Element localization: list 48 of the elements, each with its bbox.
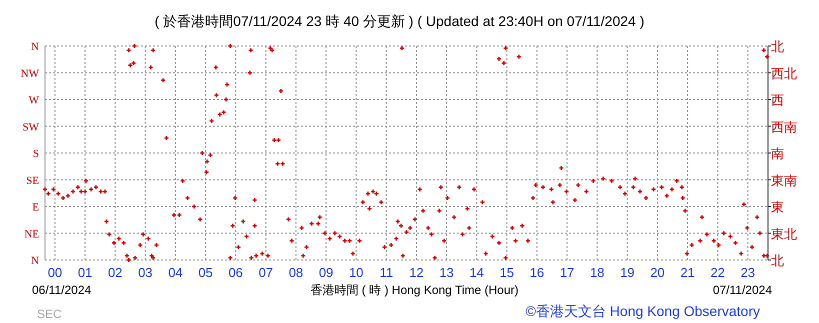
category-label: S [32,148,39,160]
x-tick-label: 07 [258,265,274,280]
x-tick-label: 17 [560,265,574,280]
category-label: NE [24,228,39,240]
category-label: 東北 [771,226,797,242]
category-label: 東 [771,200,784,214]
category-label: SE [26,174,39,187]
chart-title: ( 於香港時間07/11/2024 23 時 40 分更新 ) ( Updated at 23:40H on 07/11/2024 ) [154,13,644,29]
category-label: 東南 [771,172,797,188]
text: SEC [37,307,62,321]
category-label: 北 [771,253,784,268]
x-tick-label: 18 [590,265,604,280]
x-tick-label: 21 [680,265,695,280]
category-label: 西南 [771,119,797,134]
x-tick-label: 03 [138,265,153,280]
category-label: 西北 [771,66,797,81]
category-label: 南 [771,146,784,161]
x-tick-label: 05 [198,265,213,280]
category-label: N [31,255,39,267]
category-label: SW [22,121,39,134]
x-tick-label: 16 [530,265,544,280]
category-label: N [31,41,39,53]
x-tick-label: 00 [48,265,62,280]
x-tick-label: 10 [348,265,364,280]
x-tick-label: 08 [288,265,304,280]
x-tick-label: 04 [168,265,183,280]
x-tick-label: 12 [409,265,424,280]
x-tick-label: 06 [228,265,243,280]
category-label: W [28,94,39,106]
x-tick-label: 22 [710,265,725,280]
x-tick-label: 11 [380,265,394,280]
text: 07/11/2024 [712,283,772,297]
category-label: E [32,202,39,214]
text: ©香港天文台 Hong Kong Observatory [526,303,760,319]
x-tick-label: 09 [318,265,334,280]
x-tick-label: 20 [650,265,665,280]
x-tick-label: 14 [469,265,484,280]
category-label: NW [20,68,39,80]
x-tick-label: 23 [740,265,756,280]
x-tick-label: 13 [439,265,454,280]
text: 06/11/2024 [32,283,92,297]
x-tick-label: 19 [620,265,635,280]
x-tick-label: 02 [108,265,122,280]
category-label: 北 [771,39,784,54]
x-tick-label: 01 [78,265,92,280]
x-tick-label: 15 [500,265,514,280]
category-label: 西 [771,92,784,108]
x-axis-title: 香港時間 ( 時 ) Hong Kong Time (Hour) [310,283,519,297]
